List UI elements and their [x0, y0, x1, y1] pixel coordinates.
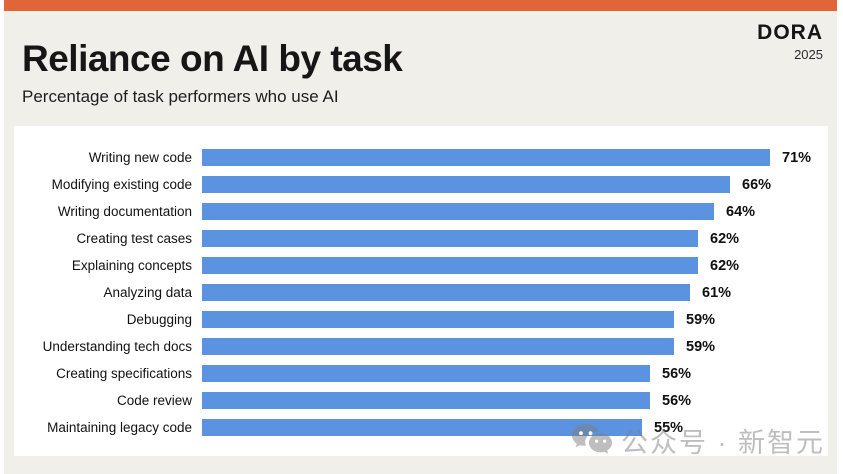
value-label: 59% — [686, 311, 716, 328]
bar-area: 59% — [202, 338, 715, 355]
value-label: 66% — [742, 176, 772, 193]
header: Reliance on AI by task Percentage of tas… — [4, 11, 837, 108]
bar-area: 62% — [202, 230, 739, 247]
bar — [202, 392, 650, 409]
value-label: 56% — [662, 392, 692, 409]
chart-row: Maintaining legacy code 55% — [14, 414, 828, 441]
chart-row: Code review 56% — [14, 387, 828, 414]
page-title: Reliance on AI by task — [22, 38, 403, 79]
page-subtitle: Percentage of task performers who use AI — [22, 87, 339, 106]
value-label: 62% — [710, 257, 740, 274]
brand-block: DORA 2025 — [757, 21, 823, 62]
bar-area: 56% — [202, 365, 691, 382]
bar-area: 64% — [202, 203, 755, 220]
bar-area: 71% — [202, 149, 811, 166]
bar-area: 55% — [202, 419, 683, 436]
chart-row: Explaining concepts 62% — [14, 252, 828, 279]
infographic: Reliance on AI by task Percentage of tas… — [4, 0, 837, 474]
bar — [202, 203, 714, 220]
bar — [202, 419, 642, 436]
bar-area: 61% — [202, 284, 731, 301]
category-label: Understanding tech docs — [42, 339, 192, 354]
category-label: Analyzing data — [103, 285, 192, 300]
chart-row: Debugging 59% — [14, 306, 828, 333]
category-label: Modifying existing code — [51, 177, 192, 192]
chart-row: Writing documentation 64% — [14, 198, 828, 225]
bar — [202, 284, 690, 301]
bar — [202, 257, 698, 274]
bar — [202, 230, 698, 247]
bar — [202, 338, 674, 355]
value-label: 59% — [686, 338, 716, 355]
chart-rows: Writing new code 71% Modifying existing co… — [14, 144, 828, 441]
brand-logo: DORA — [757, 21, 823, 44]
category-label: Creating test cases — [76, 231, 192, 246]
chart-row: Creating specifications 56% — [14, 360, 828, 387]
category-label: Debugging — [126, 312, 192, 327]
value-label: 71% — [782, 149, 812, 166]
bar-area: 62% — [202, 257, 739, 274]
bar — [202, 365, 650, 382]
chart-row: Understanding tech docs 59% — [14, 333, 828, 360]
bar-area: 56% — [202, 392, 691, 409]
category-label: Code review — [116, 393, 192, 408]
value-label: 56% — [662, 365, 692, 382]
bar-area: 66% — [202, 176, 771, 193]
category-label: Writing documentation — [57, 204, 192, 219]
category-label: Creating specifications — [56, 366, 192, 381]
chart-row: Writing new code 71% — [14, 144, 828, 171]
chart-card: Writing new code 71% Modifying existing co… — [14, 126, 828, 456]
value-label: 61% — [702, 284, 732, 301]
brand-year: 2025 — [794, 47, 823, 62]
value-label: 64% — [726, 203, 756, 220]
bar — [202, 149, 770, 166]
bar — [202, 311, 674, 328]
bar — [202, 176, 730, 193]
accent-top-bar — [4, 0, 837, 11]
chart-row: Modifying existing code 66% — [14, 171, 828, 198]
value-label: 55% — [654, 419, 684, 436]
value-label: 62% — [710, 230, 740, 247]
chart-row: Analyzing data 61% — [14, 279, 828, 306]
category-label: Maintaining legacy code — [47, 420, 192, 435]
chart-row: Creating test cases 62% — [14, 225, 828, 252]
bar-area: 59% — [202, 311, 715, 328]
category-label: Explaining concepts — [71, 258, 192, 273]
category-label: Writing new code — [88, 150, 192, 165]
